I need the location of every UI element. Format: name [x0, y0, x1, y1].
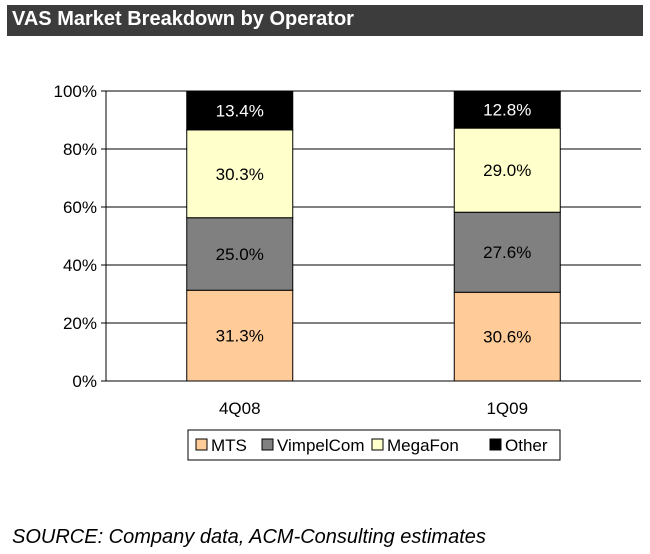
bar-segment-megafon — [186, 129, 294, 219]
bar-segment-mts — [186, 289, 294, 382]
bar-segment-megafon — [453, 127, 561, 213]
legend-label-mts: MTS — [211, 436, 247, 455]
legend-label-vimpelcom: VimpelCom — [277, 436, 365, 455]
bar-segment-other — [186, 90, 294, 131]
bar-segment-mts — [453, 291, 561, 382]
chart-title: VAS Market Breakdown by Operator — [12, 8, 354, 30]
legend-swatch-megafon — [371, 438, 384, 451]
legend-swatch-mts — [195, 438, 208, 451]
bar-segment-other — [453, 90, 561, 129]
data-label: 29.0% — [483, 161, 531, 180]
legend-label-megafon: MegaFon — [387, 436, 459, 455]
source-note: SOURCE: Company data, ACM-Consulting est… — [12, 526, 486, 548]
y-tick-label: 60% — [63, 198, 97, 217]
title-bar: VAS Market Breakdown by Operator — [7, 5, 643, 36]
data-label: 13.4% — [216, 101, 264, 120]
bar-segment-vimpelcom — [453, 211, 561, 293]
y-tick-label: 40% — [63, 256, 97, 275]
y-tick-label: 100% — [54, 82, 97, 101]
data-label: 25.0% — [216, 245, 264, 264]
bar-segment-vimpelcom — [186, 217, 294, 291]
data-label: 30.6% — [483, 328, 531, 347]
x-tick-label: 1Q09 — [486, 399, 528, 418]
data-label: 27.6% — [483, 243, 531, 262]
legend-swatch-vimpelcom — [261, 438, 274, 451]
data-label: 12.8% — [483, 101, 531, 120]
x-tick-label: 4Q08 — [219, 399, 261, 418]
y-tick-label: 0% — [72, 372, 97, 391]
y-tick-label: 20% — [63, 314, 97, 333]
legend-swatch-other — [489, 438, 502, 451]
data-label: 31.3% — [216, 327, 264, 346]
legend-label-other: Other — [505, 436, 548, 455]
data-label: 30.3% — [216, 165, 264, 184]
y-tick-label: 80% — [63, 140, 97, 159]
